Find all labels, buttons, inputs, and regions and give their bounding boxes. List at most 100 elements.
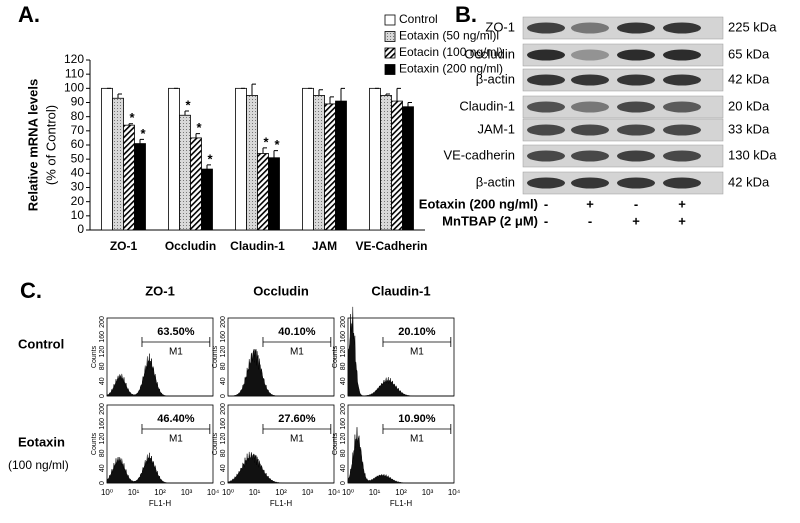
blot-band — [571, 124, 609, 136]
x-tick-label: Occludin — [165, 239, 216, 253]
y-tick-label: 120 — [340, 346, 347, 358]
blot-size: 42 kDa — [728, 174, 770, 189]
y-tick-label: 200 — [340, 403, 347, 415]
y-tick-label: 100 — [64, 81, 84, 95]
legend-label: Eotaxin (200 ng/ml) — [399, 62, 503, 76]
y-tick-label: 200 — [340, 316, 347, 328]
bar — [112, 97, 124, 231]
treatment-name: MnTBAP (2 μM) — [442, 213, 538, 228]
blot-name: β-actin — [476, 71, 515, 86]
error-bar — [318, 89, 323, 96]
blot-name: VE-cadherin — [443, 147, 515, 162]
legend-swatch — [384, 31, 396, 42]
legend-label: Eotaxin (50 ng/ml)l — [399, 29, 499, 43]
y-tick-label: 200 — [99, 316, 106, 328]
gate-name: M1 — [169, 347, 183, 358]
y-tick-label: 0 — [220, 481, 227, 485]
significance-label: * — [274, 137, 280, 152]
gate-marker — [262, 337, 332, 347]
treatment-lane: - — [544, 213, 548, 228]
histogram-frame — [347, 404, 455, 484]
y-tick-label: 60 — [71, 137, 85, 151]
bar — [391, 100, 403, 231]
significance-label: * — [185, 97, 191, 112]
y-tick-label: 40 — [220, 464, 227, 472]
y-tick-label: 80 — [340, 449, 347, 457]
gate-percentage: 63.50% — [157, 326, 195, 338]
y-tick-label: 30 — [71, 180, 85, 194]
blot-band — [663, 49, 701, 61]
legend-swatch — [384, 64, 396, 75]
y-tick-label: 20 — [71, 194, 85, 208]
x-tick-label: 10⁰ — [101, 488, 113, 497]
gate-percentage: 40.10% — [278, 326, 316, 338]
histogram — [227, 451, 334, 484]
y-tick-label: 80 — [99, 449, 106, 457]
panel-label: C. — [20, 278, 42, 303]
bar — [257, 153, 269, 231]
blot-size: 20 kDa — [728, 98, 770, 113]
x-tick-label: 10³ — [302, 488, 314, 497]
blot-name: ZO-1 — [485, 19, 515, 34]
bar — [123, 124, 135, 231]
blot-band — [527, 124, 565, 136]
bar — [313, 95, 325, 231]
x-tick-label: 10³ — [422, 488, 434, 497]
error-bar — [329, 96, 334, 104]
bar — [380, 95, 392, 231]
treatment-lane: - — [588, 213, 592, 228]
blot-name: Claudin-1 — [459, 98, 515, 113]
gate-marker — [382, 424, 452, 434]
bar — [268, 157, 280, 231]
bar — [179, 114, 191, 231]
blot-band — [527, 22, 565, 34]
gate-marker — [262, 424, 332, 434]
y-axis-label: Counts — [91, 345, 98, 368]
error-bar — [262, 147, 267, 154]
y-tick-label: 50 — [71, 151, 85, 165]
y-tick-label: 90 — [71, 95, 85, 109]
histogram — [228, 349, 334, 397]
error-bar — [340, 87, 345, 102]
y-tick-label: 0 — [99, 394, 106, 398]
blot-band — [527, 49, 565, 61]
x-tick-label: 10¹ — [369, 488, 381, 497]
error-bar — [251, 83, 256, 96]
histogram — [106, 452, 213, 484]
y-tick-label: 160 — [340, 331, 347, 343]
y-tick-label: 40 — [340, 377, 347, 385]
error-bar — [407, 102, 412, 107]
error-bar — [273, 150, 278, 158]
x-tick-label: ZO-1 — [110, 239, 138, 253]
y-axis-label: Counts — [212, 432, 219, 455]
bar — [201, 168, 213, 231]
blot-size: 33 kDa — [728, 121, 770, 136]
blot-band — [617, 177, 655, 189]
treatment-name: Eotaxin (200 ng/ml) — [419, 196, 538, 211]
blot-band — [617, 150, 655, 162]
x-tick-label: JAM — [312, 239, 337, 253]
gate-percentage: 20.10% — [398, 326, 436, 338]
y-tick-label: 80 — [340, 362, 347, 370]
x-tick-label: 10² — [395, 488, 407, 497]
blot-band — [617, 124, 655, 136]
y-tick-label: 120 — [64, 52, 84, 66]
blot-size: 130 kDa — [728, 147, 777, 162]
bar — [168, 87, 180, 231]
legend-swatch — [384, 47, 396, 59]
row-name: Eotaxin — [18, 434, 65, 449]
significance-label: * — [129, 110, 135, 125]
blot-band — [527, 101, 565, 113]
x-tick-label: 10² — [154, 488, 166, 497]
histogram — [347, 427, 454, 484]
x-axis-label: FL1-H — [149, 499, 171, 508]
gate-percentage: 10.90% — [398, 413, 436, 425]
y-tick-label: 120 — [220, 346, 227, 358]
blot-band — [571, 177, 609, 189]
y-tick-label: 160 — [340, 418, 347, 430]
y-tick-label: 0 — [220, 394, 227, 398]
blot-band — [527, 150, 565, 162]
error-bar — [139, 138, 144, 144]
y-axis-label: Counts — [332, 345, 339, 368]
panel-label: B. — [455, 2, 477, 27]
